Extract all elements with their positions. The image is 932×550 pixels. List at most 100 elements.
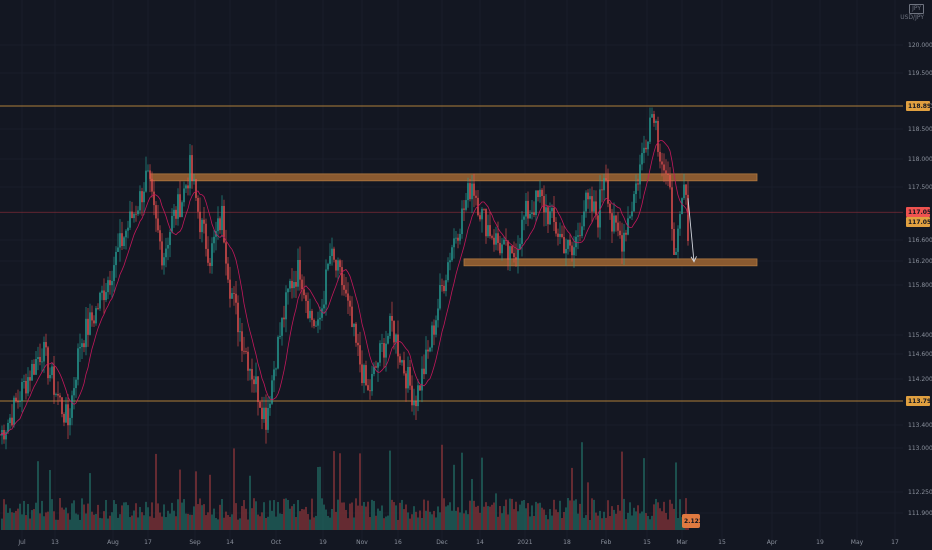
volume-bar — [119, 514, 121, 530]
candle-body — [275, 368, 277, 370]
volume-bar — [283, 498, 285, 530]
volume-bar — [159, 512, 161, 530]
moving-average-line — [0, 140, 689, 436]
volume-bar — [291, 506, 293, 530]
candle-body — [245, 351, 247, 352]
candle-body — [659, 151, 661, 162]
candle-body — [399, 356, 401, 363]
volume-bar — [385, 516, 387, 530]
horizontal-levels[interactable] — [0, 105, 903, 402]
candle-body — [639, 164, 641, 185]
candle-body — [573, 247, 575, 256]
volume-bar — [567, 498, 569, 530]
volume-bar — [465, 510, 467, 530]
volume-bar — [455, 510, 457, 530]
volume-bar — [499, 506, 501, 530]
volume-bar — [113, 500, 115, 530]
volume-bar — [607, 500, 609, 530]
candle-body — [141, 191, 143, 203]
volume-bar — [207, 512, 209, 530]
candle-body — [221, 205, 223, 231]
candle-body — [107, 280, 109, 293]
price-axis[interactable]: 120.000119.500118.900118.500118.000117.5… — [908, 42, 932, 517]
candle-body — [103, 290, 105, 301]
candle-body — [161, 241, 163, 266]
volume-bar — [523, 499, 525, 530]
candle-body — [21, 381, 23, 401]
volume-bar — [619, 510, 621, 530]
volume-bar — [247, 519, 249, 530]
volume-bar — [493, 502, 495, 530]
candle-body — [111, 281, 113, 286]
candle-body — [375, 366, 377, 368]
volume-bar — [135, 503, 137, 530]
candle-body — [527, 200, 529, 219]
volume-bar — [585, 515, 587, 530]
volume-bar — [525, 508, 527, 530]
volume-bar — [569, 500, 571, 530]
time-tick-label: 13 — [51, 539, 59, 546]
volume-bar — [621, 451, 623, 530]
volume-bar — [153, 517, 155, 530]
candle-body — [207, 248, 209, 263]
volume-bar — [121, 505, 123, 530]
candle-body — [459, 233, 461, 241]
volume-bar — [609, 516, 611, 530]
volume-bar — [151, 502, 153, 530]
volume-bar — [51, 499, 53, 530]
volume-bar — [33, 509, 35, 530]
candle-body — [651, 114, 653, 118]
volume-bar — [489, 506, 491, 530]
volume-bar — [349, 503, 351, 530]
volume-bar — [379, 510, 381, 530]
candle-body — [323, 304, 325, 309]
volume-bar — [531, 505, 533, 530]
volume-bar — [271, 510, 273, 530]
candle-body — [417, 385, 419, 407]
candle-body — [449, 260, 451, 263]
volume-bar — [229, 516, 231, 530]
volume-bar — [273, 500, 275, 530]
currency-text: USD/JPY — [900, 14, 924, 21]
currency-indicator[interactable]: JPY USD/JPY — [900, 4, 924, 22]
time-tick-label: 16 — [394, 539, 402, 546]
volume-bar — [85, 513, 87, 530]
volume-bar — [599, 510, 601, 530]
candle-body — [529, 213, 531, 219]
time-tick-label: Aug — [107, 539, 119, 546]
candle-body — [189, 155, 191, 189]
volume-bar — [503, 506, 505, 530]
volume-bar — [587, 482, 589, 530]
volume-bar — [189, 514, 191, 530]
volume-bar — [165, 517, 167, 530]
volume-bar — [535, 501, 537, 530]
candle-body — [607, 179, 609, 204]
volume-bar — [193, 506, 195, 530]
candle-body — [547, 207, 549, 225]
candle-body — [491, 236, 493, 238]
candle-body — [451, 247, 453, 261]
volume-bar — [249, 475, 251, 530]
candle-body — [623, 232, 625, 252]
volume-bar — [357, 505, 359, 530]
volume-bar — [645, 513, 647, 530]
volume-bar — [269, 500, 271, 530]
time-tick-label: May — [851, 539, 864, 546]
forecast-arrow[interactable] — [687, 198, 697, 263]
candle-body — [125, 230, 127, 238]
volume-bar — [439, 512, 441, 530]
candle-body — [629, 216, 631, 219]
time-axis[interactable]: Jul 13 Aug 17 Sep 14 Oct 19 Nov 16 Dec 14 2021 18 Feb 1… — [17, 539, 899, 546]
candle-body — [397, 334, 399, 357]
volume-bar — [637, 505, 639, 530]
candle-body — [389, 316, 391, 336]
candle-body — [531, 212, 533, 214]
volume-bar — [161, 516, 163, 530]
volume-bar — [25, 515, 27, 530]
volume-bar — [285, 498, 287, 530]
candle-body — [153, 191, 155, 206]
price-badge — [906, 207, 930, 217]
candle-body — [619, 230, 621, 236]
candle-body — [17, 401, 19, 403]
